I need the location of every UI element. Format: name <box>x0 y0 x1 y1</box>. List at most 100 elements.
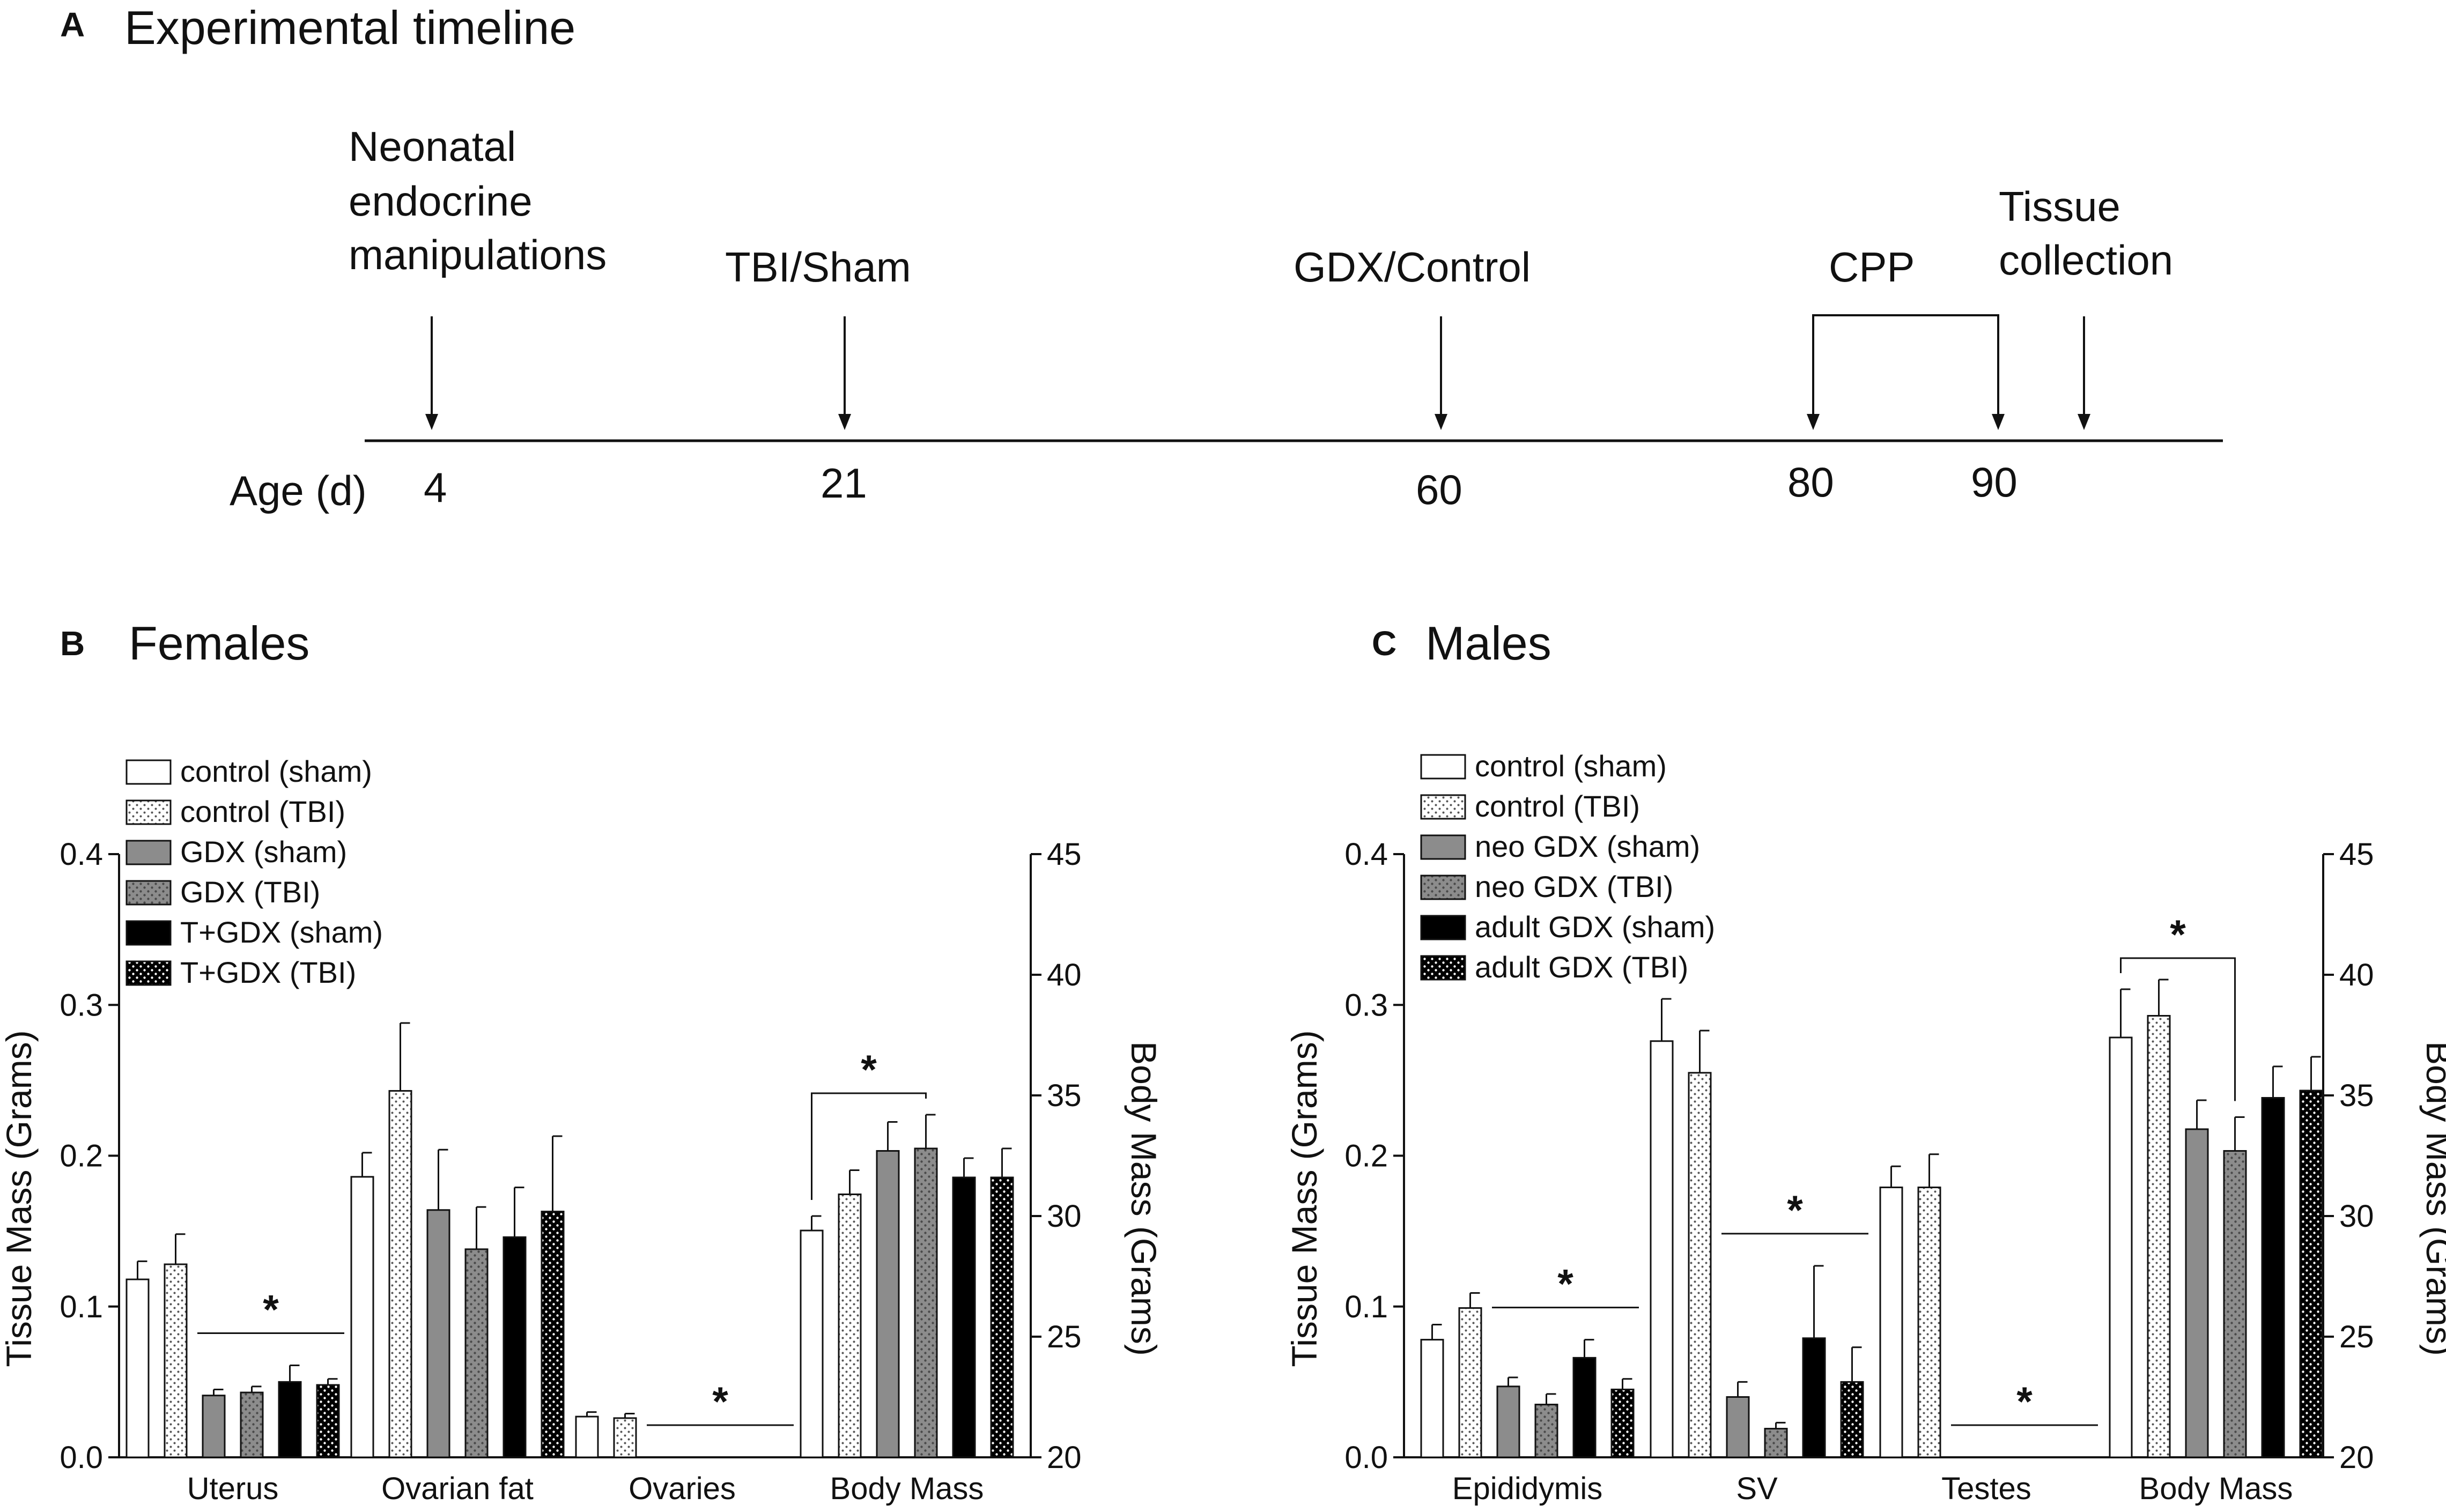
bar <box>1420 1339 1444 1458</box>
event-day: 80 <box>1787 458 1834 506</box>
x-category-label: Body Mass <box>830 1471 984 1506</box>
x-category-label: Body Mass <box>2139 1471 2293 1506</box>
y2-tick-label: 30 <box>1047 1199 1082 1234</box>
legend-label: T+GDX (sham) <box>180 915 383 949</box>
y-tick-label: 0.4 <box>60 837 103 872</box>
bar <box>914 1147 938 1458</box>
bar <box>1879 1187 1903 1458</box>
bar <box>2223 1150 2247 1458</box>
age-axis-label: Age (d) <box>230 467 367 514</box>
significance-star: * <box>263 1287 279 1332</box>
y2-axis-title: Body Mass (Grams) <box>1124 1041 1164 1356</box>
legend-swatch <box>125 920 172 946</box>
legend-swatch <box>125 960 172 986</box>
males-title: Males <box>1425 617 1551 670</box>
arrow-head <box>1807 414 1820 430</box>
legend-swatch <box>125 880 172 906</box>
bar <box>278 1381 302 1458</box>
y-axis-title: Tissue Mass (Grams) <box>1284 1030 1324 1367</box>
significance-bracket <box>2120 957 2236 1101</box>
bar <box>1534 1404 1558 1458</box>
x-category-label: Uterus <box>187 1471 279 1506</box>
significance-star: * <box>1557 1262 1573 1307</box>
legend-swatch <box>1420 955 1466 981</box>
y-axis-title: Tissue Mass (Grams) <box>0 1030 39 1367</box>
y2-tick-label: 30 <box>2339 1199 2374 1234</box>
event-day: 90 <box>1971 458 2018 506</box>
y2-tick-label: 25 <box>2339 1320 2374 1354</box>
bar <box>350 1176 374 1458</box>
x-category-label: Ovarian fat <box>381 1471 534 1506</box>
event-label-line: manipulations <box>349 231 607 278</box>
y2-tick-label: 45 <box>1047 837 1082 872</box>
legend-swatch <box>125 840 172 865</box>
y2-tick-label: 35 <box>2339 1078 2374 1113</box>
significance-star: * <box>1787 1188 1803 1233</box>
y2-tick-label: 40 <box>1047 958 1082 992</box>
y2-tick-label: 35 <box>1047 1078 1082 1113</box>
bar <box>575 1415 599 1458</box>
bar <box>1496 1385 1520 1458</box>
bar <box>990 1176 1014 1458</box>
y-tick-label: 0.2 <box>60 1139 103 1174</box>
x-category-label: SV <box>1736 1471 1778 1506</box>
bar <box>2109 1036 2133 1458</box>
event-label-line: collection <box>1999 236 2173 284</box>
bar <box>800 1229 824 1458</box>
legend-label: control (TBI) <box>180 795 345 828</box>
event-label-line: GDX/Control <box>1294 243 1531 291</box>
bar <box>1650 1040 1674 1458</box>
bar <box>1458 1307 1482 1458</box>
timeline-panel: A Experimental timeline Age (d) Neonatal… <box>60 1 2223 514</box>
bar <box>125 1278 150 1458</box>
arrow-head <box>1992 414 2005 430</box>
y2-tick-label: 20 <box>2339 1440 2374 1475</box>
bar <box>202 1395 226 1458</box>
bar <box>613 1417 637 1458</box>
arrow-head <box>838 414 851 430</box>
legend-swatch <box>125 759 172 785</box>
legend-label: GDX (TBI) <box>180 875 320 909</box>
legend-label: neo GDX (sham) <box>1475 829 1700 863</box>
bar <box>876 1150 900 1458</box>
x-category-label: Ovaries <box>629 1471 736 1506</box>
panel-a-letter: A <box>60 5 85 44</box>
panel-c-letter: C <box>1372 624 1396 663</box>
bar <box>1726 1396 1750 1458</box>
bar <box>1764 1428 1788 1458</box>
event-day: 4 <box>424 464 447 511</box>
bar <box>1802 1337 1826 1458</box>
y2-tick-label: 20 <box>1047 1440 1082 1475</box>
legend-swatch <box>1420 915 1466 940</box>
significance-star: * <box>712 1379 728 1425</box>
arrow-head <box>425 414 438 430</box>
females-chart: B Females 0.0 0.1 0.2 0.3 0.4 20 25 30 35 40 45 Tis… <box>0 617 1164 1506</box>
event-label-line: TBI/Sham <box>725 243 911 291</box>
y-tick-label: 0.3 <box>60 988 103 1022</box>
bar <box>2299 1089 2323 1458</box>
arrow-head <box>1435 414 1447 430</box>
legend-swatch <box>125 799 172 825</box>
bar <box>1610 1388 1635 1458</box>
cpp-bracket <box>1812 314 1999 416</box>
y-tick-label: 0.0 <box>60 1440 103 1475</box>
bar <box>1917 1187 1941 1458</box>
bar <box>426 1209 450 1458</box>
bar <box>838 1194 862 1458</box>
bar <box>316 1384 340 1458</box>
y2-tick-label: 40 <box>2339 958 2374 992</box>
legend-label: neo GDX (TBI) <box>1475 870 1673 903</box>
bar <box>240 1391 264 1458</box>
males-chart: C Males 0.0 0.1 0.2 0.3 0.4 20 25 30 35 40 45 Tissu… <box>1284 617 2446 1506</box>
legend-label: adult GDX (TBI) <box>1475 950 1688 984</box>
y2-axis-title: Body Mass (Grams) <box>2419 1041 2446 1356</box>
event-label-line: Tissue <box>1999 183 2120 230</box>
y-tick-label: 0.1 <box>60 1289 103 1324</box>
x-category-label: Testes <box>1941 1471 2031 1506</box>
bar <box>2147 1015 2171 1458</box>
x-category-label: Epididymis <box>1452 1471 1602 1506</box>
legend-swatch <box>1420 754 1466 780</box>
y2-tick-label: 45 <box>2339 837 2374 872</box>
bar <box>1840 1381 1864 1458</box>
